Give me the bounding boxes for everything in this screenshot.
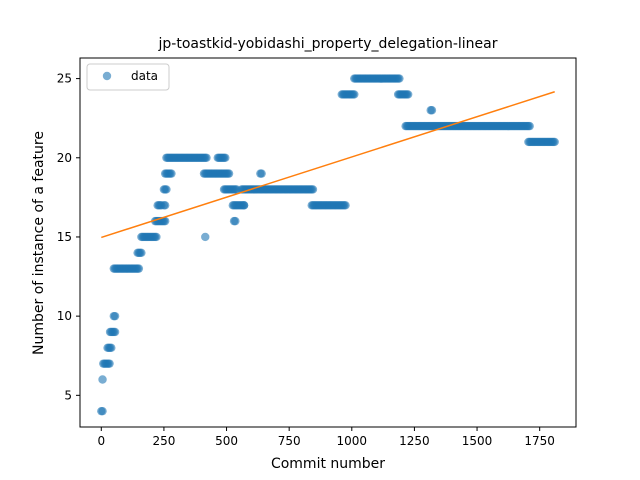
data-point: [550, 137, 559, 147]
x-tick-label: 250: [152, 434, 175, 448]
data-point: [341, 201, 350, 210]
data-point: [152, 232, 161, 242]
y-axis-label: Number of instance of a feature: [31, 131, 47, 355]
points-layer: [97, 74, 559, 416]
data-point: [395, 74, 404, 83]
data-point: [224, 169, 234, 178]
y-tick-label: 15: [57, 230, 72, 244]
x-axis-label: Commit number: [271, 456, 385, 472]
data-point: [160, 216, 170, 226]
axes-frame: [79, 57, 577, 428]
y-tick-label: 25: [57, 72, 72, 86]
x-tick-label: 0: [97, 434, 105, 448]
ticks-layer: 0 250 500 750 1000 1250 1500 1750 5 10 15 20 25: [57, 72, 555, 448]
y-tick-label: 5: [64, 388, 72, 402]
data-point: [257, 169, 266, 178]
x-tick-label: 1500: [462, 434, 493, 448]
data-point: [350, 90, 359, 99]
fit-line: [101, 91, 555, 239]
data-point: [221, 153, 230, 162]
data-point: [134, 264, 144, 273]
data-point: [403, 90, 413, 99]
data-point: [202, 153, 211, 162]
data-point: [162, 185, 171, 194]
data-point: [427, 106, 437, 115]
data-point: [107, 343, 116, 353]
data-point: [167, 169, 176, 178]
data-point: [160, 201, 170, 210]
y-tick-label: 20: [57, 151, 72, 165]
data-point: [98, 375, 107, 384]
axes-layer: [79, 57, 577, 428]
data-point: [231, 216, 240, 226]
data-point: [110, 311, 120, 321]
legend-label: data: [131, 69, 158, 83]
legend: data: [86, 63, 170, 91]
data-point: [308, 185, 318, 194]
data-point: [98, 406, 107, 416]
data-point: [201, 232, 210, 242]
data-point: [105, 359, 114, 368]
data-point: [525, 121, 534, 131]
data-point: [137, 248, 146, 257]
data-point: [110, 327, 120, 337]
x-tick-label: 1000: [337, 434, 368, 448]
x-tick-label: 500: [215, 434, 238, 448]
x-tick-label: 750: [278, 434, 301, 448]
legend-marker: [102, 71, 112, 81]
legend-box: [86, 63, 170, 91]
x-tick-label: 1750: [524, 434, 555, 448]
x-tick-label: 1250: [399, 434, 430, 448]
data-point: [239, 201, 249, 210]
chart-title: jp-toastkid-yobidashi_property_delegatio…: [158, 36, 498, 52]
y-tick-label: 10: [57, 309, 72, 323]
fit-line-layer: [101, 91, 555, 239]
